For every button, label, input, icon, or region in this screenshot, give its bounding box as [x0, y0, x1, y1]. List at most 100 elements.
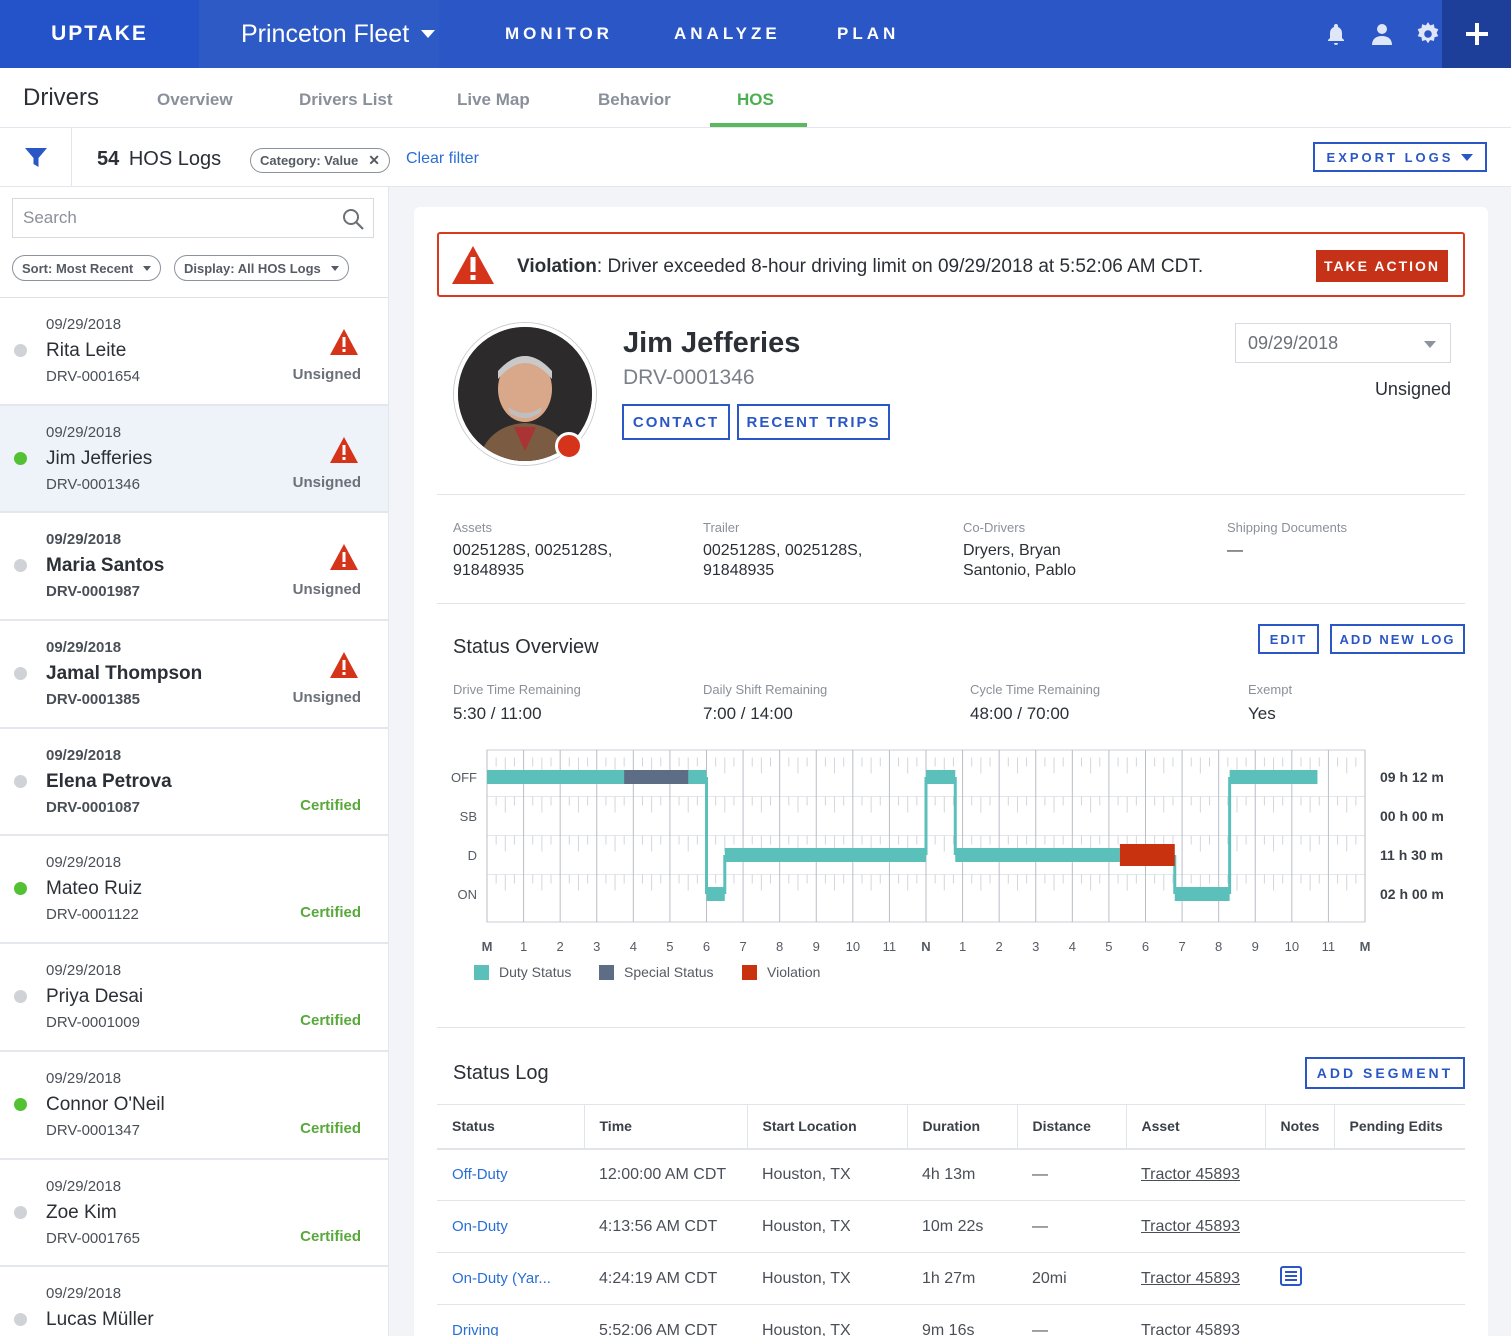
table-row[interactable]: On-Duty (Yar... 4:24:19 AM CDT Houston, … [437, 1252, 1465, 1305]
driver-id: DRV-0001122 [46, 906, 139, 924]
table-row[interactable]: Driving 5:52:06 AM CDT Houston, TX 9m 16… [437, 1304, 1465, 1336]
signature-status: Certified [300, 904, 361, 922]
table-row[interactable]: Off-Duty 12:00:00 AM CDT Houston, TX 4h … [437, 1148, 1465, 1201]
legend-label: Duty Status [499, 964, 572, 980]
status-cell[interactable]: Off-Duty [437, 1148, 584, 1201]
table-row[interactable]: On-Duty 4:13:56 AM CDT Houston, TX 10m 2… [437, 1200, 1465, 1253]
close-icon[interactable]: ✕ [368, 152, 380, 168]
add-segment-button[interactable]: ADD SEGMENT [1305, 1057, 1465, 1089]
legend-swatch [474, 964, 489, 980]
signature-status: Unsigned [1374, 379, 1451, 399]
assets-value-2: 91848935 [453, 562, 525, 579]
tab-behavior[interactable]: Behavior [598, 90, 671, 109]
contact-button[interactable]: CONTACT [622, 404, 730, 440]
asset-link[interactable]: Tractor 45893 [1126, 1148, 1265, 1201]
date-select[interactable]: 09/29/2018 [1235, 323, 1451, 363]
driver-id: DRV-0001087 [46, 798, 140, 816]
row-label: ON [458, 887, 478, 902]
status-cell[interactable]: On-Duty (Yar... [437, 1252, 584, 1305]
x-tick-label: 4 [630, 939, 637, 952]
column-header[interactable]: Notes [1265, 1104, 1335, 1150]
status-dot [14, 774, 27, 788]
driver-date: 09/29/2018 [46, 316, 122, 333]
status-dot [14, 667, 27, 681]
filter-chip[interactable]: Category: Value ✕ [250, 148, 390, 173]
filter-button[interactable] [0, 128, 72, 187]
add-button[interactable] [1442, 0, 1511, 68]
distance-cell: — [1017, 1304, 1126, 1336]
log-count: 54 HOS Logs [97, 148, 221, 171]
signature-status: Unsigned [292, 689, 361, 707]
tab-drivers-list[interactable]: Drivers List [299, 90, 393, 109]
trailer-value-2: 91848935 [703, 562, 775, 579]
fleet-selector[interactable]: Princeton Fleet [199, 0, 439, 68]
status-dot [14, 451, 27, 465]
violation-text: : Driver exceeded 8-hour driving limit o… [596, 256, 1204, 277]
status-cell[interactable]: On-Duty [437, 1200, 584, 1253]
tab-overview[interactable]: Overview [157, 90, 233, 109]
filter-chip-label: Category: Value [260, 153, 359, 168]
status-dot [14, 882, 27, 896]
tab-live-map[interactable]: Live Map [457, 90, 530, 109]
special-segment [624, 770, 689, 784]
list-item[interactable]: 09/29/2018 Jim Jefferies DRV-0001346 Uns… [0, 405, 388, 514]
bell-icon[interactable] [1323, 21, 1349, 47]
sort-label: Sort: Most Recent [22, 260, 134, 276]
column-header[interactable]: Status [437, 1104, 585, 1150]
row-label: D [468, 848, 477, 863]
x-tick-label: 5 [1105, 939, 1112, 952]
list-item[interactable]: 09/29/2018 Zoe Kim DRV-0001765 Certified [0, 1159, 388, 1268]
list-item[interactable]: 09/29/2018 Connor O'Neil DRV-0001347 Cer… [0, 1051, 388, 1160]
asset-link[interactable]: Tractor 45893 [1126, 1304, 1265, 1336]
driver-name: Elena Petrova [46, 770, 172, 792]
driver-name: Maria Santos [46, 555, 165, 577]
column-header[interactable]: Start Location [747, 1104, 908, 1150]
list-item[interactable]: 09/29/2018 Maria Santos DRV-0001987 Unsi… [0, 513, 388, 622]
asset-link[interactable]: Tractor 45893 [1126, 1252, 1265, 1305]
logo-box[interactable]: UPTAKE [0, 0, 199, 68]
list-item[interactable]: 09/29/2018 Mateo Ruiz DRV-0001122 Certif… [0, 836, 388, 945]
column-header[interactable]: Distance [1017, 1104, 1127, 1150]
list-item[interactable]: 09/29/2018 Priya Desai DRV-0001009 Certi… [0, 944, 388, 1052]
column-header[interactable]: Pending Edits [1334, 1104, 1465, 1150]
chevron-down-icon [143, 265, 152, 271]
edit-button[interactable]: EDIT [1258, 624, 1319, 654]
duty-segment [926, 770, 956, 784]
column-header[interactable]: Duration [907, 1104, 1018, 1150]
export-logs-button[interactable]: EXPORT LOGS [1313, 142, 1487, 172]
search-input[interactable]: Search [12, 198, 374, 238]
notes-icon[interactable] [1280, 1266, 1302, 1286]
clear-filter-link[interactable]: Clear filter [406, 150, 479, 167]
sort-dropdown[interactable]: Sort: Most Recent [12, 255, 162, 281]
drive-time-label: Drive Time Remaining [453, 682, 581, 697]
list-item[interactable]: 09/29/2018 Lucas Müller [0, 1267, 388, 1336]
exempt-value: Yes [1248, 704, 1276, 723]
x-tick-label: 3 [1032, 939, 1039, 952]
status-cell[interactable]: Driving [437, 1304, 584, 1336]
column-header[interactable]: Time [584, 1104, 748, 1150]
distance-cell: — [1017, 1148, 1126, 1201]
list-item[interactable]: 09/29/2018 Rita Leite DRV-0001654 Unsign… [0, 298, 388, 406]
chevron-down-icon [330, 265, 339, 271]
x-tick-label: 1 [520, 939, 527, 952]
nav-plan[interactable]: PLAN [837, 24, 900, 43]
notes-cell [1265, 1252, 1334, 1305]
user-icon[interactable] [1369, 21, 1395, 47]
gear-icon[interactable] [1415, 21, 1441, 47]
legend-special: Special Status [599, 964, 714, 980]
nav-monitor[interactable]: MONITOR [505, 24, 613, 43]
asset-link[interactable]: Tractor 45893 [1126, 1200, 1265, 1253]
add-new-log-button[interactable]: ADD NEW LOG [1330, 624, 1465, 654]
tab-hos[interactable]: HOS [737, 90, 774, 109]
funnel-icon [24, 147, 47, 167]
x-tick-label: 3 [593, 939, 600, 952]
nav-analyze[interactable]: ANALYZE [674, 24, 781, 43]
take-action-button[interactable]: TAKE ACTION [1316, 250, 1448, 282]
duty-segment [706, 887, 725, 901]
list-item[interactable]: 09/29/2018 Jamal Thompson DRV-0001385 Un… [0, 621, 388, 729]
driver-id: DRV-0001765 [46, 1229, 140, 1247]
recent-trips-button[interactable]: RECENT TRIPS [737, 404, 890, 440]
column-header[interactable]: Asset [1126, 1104, 1266, 1150]
list-item[interactable]: 09/29/2018 Elena Petrova DRV-0001087 Cer… [0, 728, 388, 837]
display-dropdown[interactable]: Display: All HOS Logs [174, 255, 349, 281]
